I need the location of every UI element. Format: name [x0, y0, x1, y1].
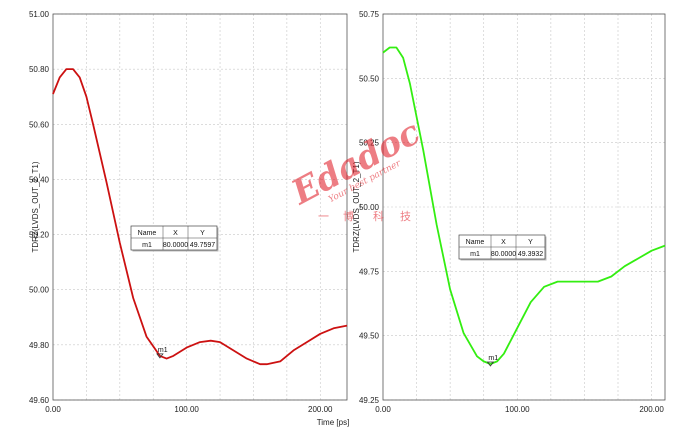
marker-table-cell: m1: [142, 242, 152, 249]
y-tick-label: 50.50: [359, 74, 380, 83]
plot-frame: [382, 13, 666, 401]
marker-table-cell: 80.0000: [163, 242, 188, 249]
marker-table-cell: m1: [470, 251, 480, 258]
y-tick-label: 50.60: [29, 120, 50, 129]
watermark-char-1: 一: [318, 210, 329, 223]
x-tick-label: 200.00: [308, 405, 333, 414]
x-tick-label: 200.00: [639, 405, 664, 414]
marker-table-header: X: [173, 230, 178, 237]
right-chart: 49.25 49.50 49.75 50.00 50.25 50.50 50.75 0.00 1…: [352, 10, 666, 414]
y-tick-label: 49.75: [359, 267, 380, 276]
marker-table-header: Name: [466, 239, 485, 246]
y-tick-label: 50.25: [359, 139, 380, 148]
x-tick-label: 0.00: [375, 405, 391, 414]
watermark-char-4: 技: [400, 210, 411, 223]
y-tick-label: 50.00: [359, 203, 380, 212]
marker-table-header: Y: [200, 230, 205, 237]
x-tick-label: 100.00: [174, 405, 199, 414]
x-axis-label: Time [ps]: [317, 418, 350, 427]
marker-table-cell: 49.3932: [518, 251, 543, 258]
y-tick-label: 50.40: [29, 175, 50, 184]
x-tick-label: 100.00: [505, 405, 530, 414]
marker-m1-icon[interactable]: [486, 361, 495, 367]
left-chart: 49.60 49.80 50.00 50.20 50.40 50.60 50.80 51.00…: [29, 10, 349, 427]
marker-table-header: X: [501, 239, 506, 246]
plot-frame: [52, 13, 348, 401]
y-tick-label: 50.00: [29, 286, 50, 295]
marker-table-header: Name: [138, 230, 157, 237]
marker-table-cell: 49.7597: [190, 242, 215, 249]
marker-m1-label: m1: [488, 355, 498, 362]
marker-table-header: Y: [528, 239, 533, 246]
y-tick-label: 50.75: [359, 10, 380, 19]
y-tick-label: 50.20: [29, 231, 50, 240]
x-tick-label: 0.00: [45, 405, 61, 414]
y-tick-label: 49.25: [359, 396, 380, 405]
marker-table-cell: 80.0000: [491, 251, 516, 258]
y-axis-label: TDRZ(LVDS_OUT_2_T1): [31, 161, 40, 252]
series-line-1: [52, 68, 348, 366]
series-line-1: [382, 46, 666, 365]
y-tick-label: 49.60: [29, 396, 50, 405]
y-axis-label: TDRZ(LVDS_OUT_2_T1): [352, 161, 361, 252]
marker-m1-label: m1: [158, 347, 168, 354]
y-tick-label: 50.80: [29, 65, 50, 74]
y-tick-label: 49.80: [29, 341, 50, 350]
watermark-char-2: 博: [343, 210, 354, 223]
marker-m1-icon[interactable]: [156, 353, 164, 359]
watermark-char-3: 科: [373, 209, 384, 223]
y-tick-label: 51.00: [29, 10, 50, 19]
y-tick-label: 49.50: [359, 332, 380, 341]
